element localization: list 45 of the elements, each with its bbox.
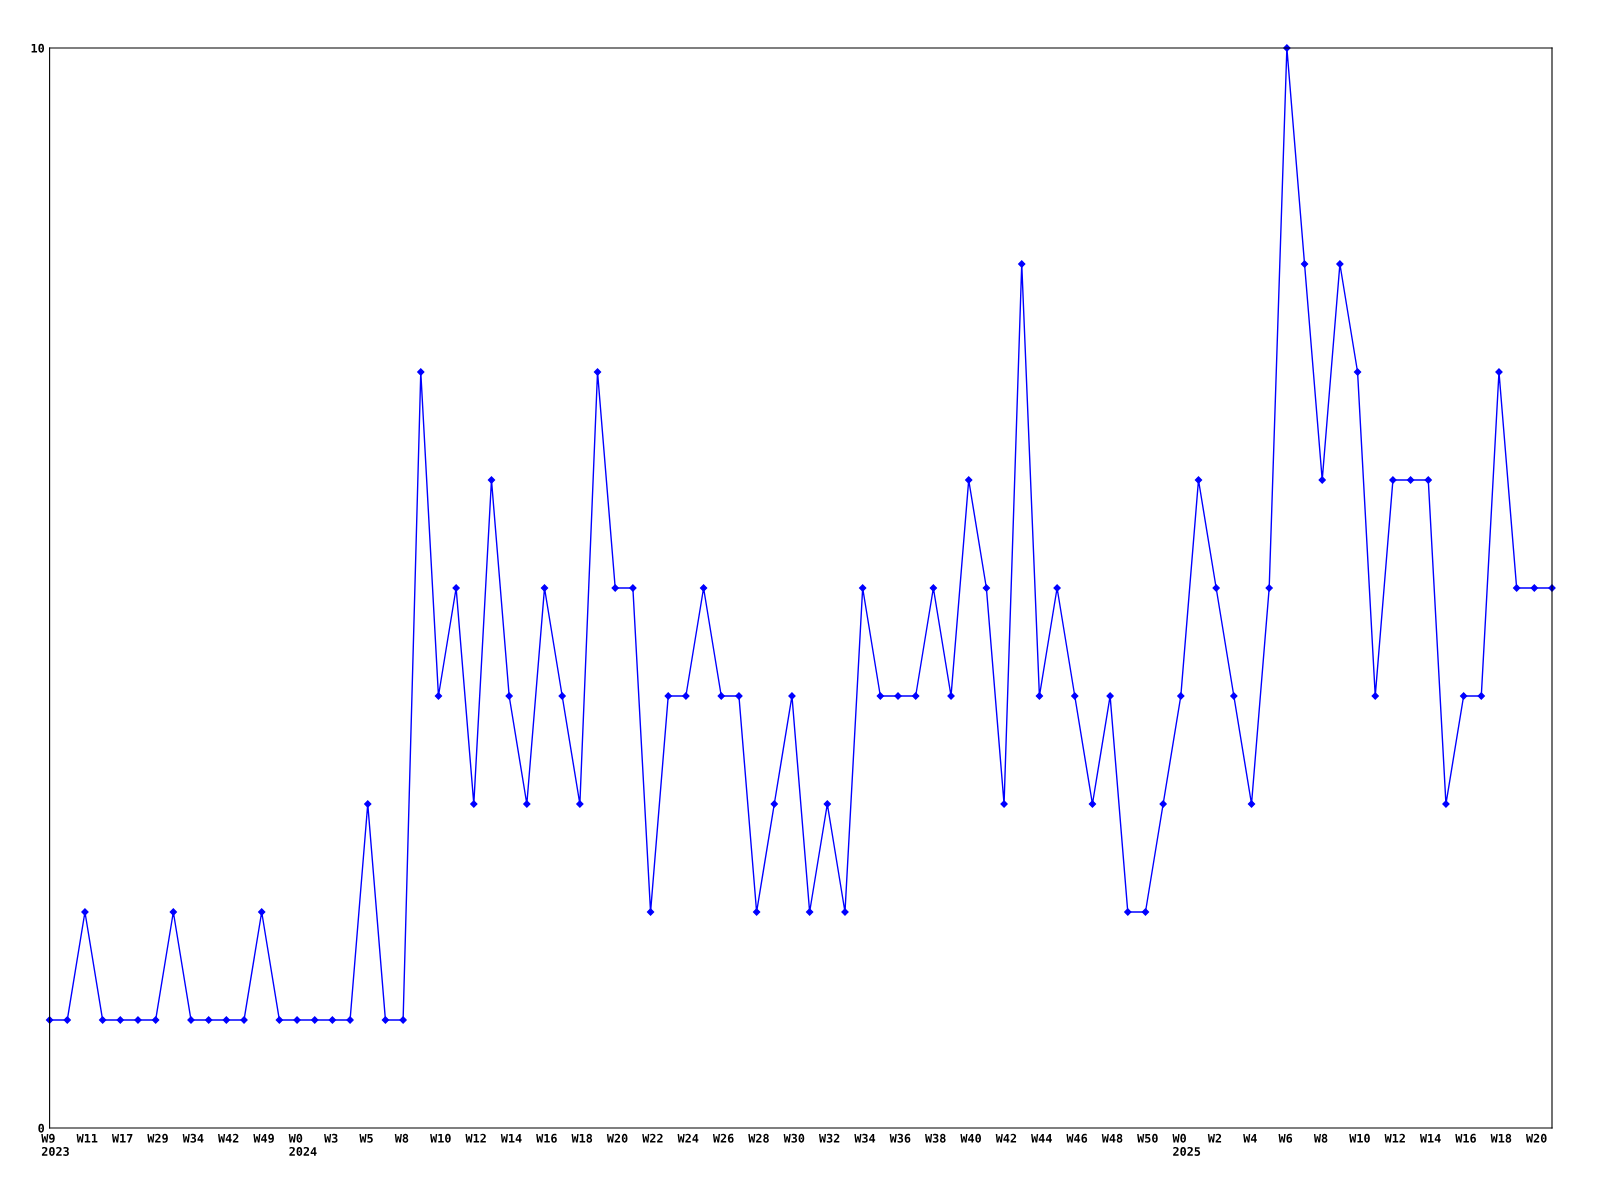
- x-tick-label: W18: [1490, 1133, 1512, 1143]
- x-tick-label: W2: [1207, 1133, 1222, 1143]
- x-tick-label: W30: [783, 1133, 805, 1143]
- x-tick-label: W9 2023: [41, 1133, 69, 1156]
- x-tick-label: W0 2025: [1172, 1133, 1201, 1156]
- x-tick-label: W49: [253, 1133, 274, 1143]
- x-tick-label: W18: [571, 1133, 593, 1143]
- x-tick-label: W26: [712, 1133, 734, 1143]
- x-tick-label: W8: [394, 1133, 409, 1143]
- x-tick-label: W20: [606, 1133, 628, 1143]
- x-tick-label: W28: [748, 1133, 769, 1143]
- x-tick-label: W12: [465, 1133, 486, 1143]
- x-tick-label: W36: [889, 1133, 911, 1143]
- x-tick-label: W22: [642, 1133, 663, 1143]
- x-tick-label: W5: [359, 1133, 373, 1143]
- x-tick-label: W3: [324, 1133, 338, 1143]
- x-tick-label: W38: [925, 1133, 946, 1143]
- x-tick-label: W6: [1278, 1133, 1293, 1143]
- x-tick-label: W12: [1384, 1133, 1405, 1143]
- x-tick-label: W34: [854, 1133, 876, 1143]
- x-tick-label: W20: [1525, 1133, 1547, 1143]
- x-tick-label: W16: [1455, 1133, 1476, 1143]
- x-tick-label: W14: [500, 1133, 522, 1143]
- x-tick-label: W42: [995, 1133, 1017, 1143]
- x-tick-label: W34: [182, 1133, 204, 1143]
- x-tick-label: W10: [430, 1133, 451, 1143]
- x-tick-label: W48: [1101, 1133, 1123, 1143]
- x-tick-label: W16: [536, 1133, 557, 1143]
- x-tick-label: W50: [1137, 1133, 1158, 1143]
- x-tick-label: W40: [960, 1133, 981, 1143]
- y-tick-label: 10: [31, 43, 45, 53]
- x-tick-label: W32: [818, 1133, 840, 1143]
- x-tick-label: W11: [76, 1133, 98, 1143]
- x-tick-label: W0 2024: [288, 1133, 317, 1156]
- x-tick-label: W10: [1349, 1133, 1370, 1143]
- x-tick-label: W14: [1419, 1133, 1441, 1143]
- x-tick-label: W17: [111, 1133, 133, 1143]
- x-tick-label: W44: [1031, 1133, 1052, 1143]
- x-tick-label: W42: [218, 1133, 239, 1143]
- x-tick-label: W46: [1066, 1133, 1088, 1143]
- x-tick-label: W8: [1313, 1133, 1328, 1143]
- x-tick-label: W4: [1243, 1133, 1257, 1143]
- x-tick-label: W24: [677, 1133, 699, 1143]
- x-tick-label: W29: [147, 1133, 168, 1143]
- y-tick-label: 0: [38, 1123, 45, 1133]
